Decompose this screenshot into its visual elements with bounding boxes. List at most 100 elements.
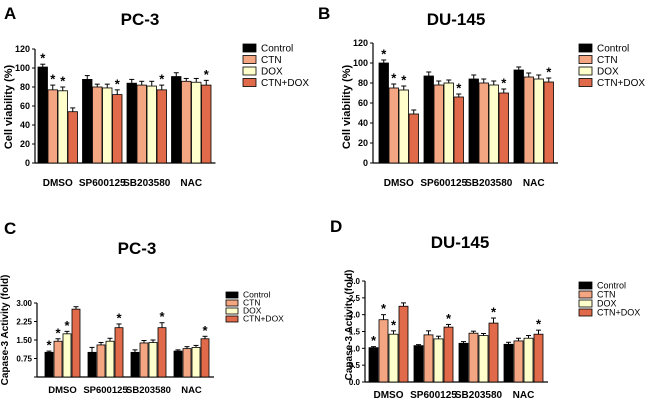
bar [533, 333, 544, 383]
bar [57, 90, 68, 164]
panel-letter: A [4, 4, 16, 23]
bar [533, 78, 544, 164]
x-tick-label: SP600125 [410, 390, 457, 401]
bar [478, 82, 489, 164]
legend-label: DOX [243, 306, 262, 316]
bar [443, 326, 454, 383]
bar [146, 85, 157, 164]
legend-label: CTN+DOX [261, 78, 309, 89]
significance-star: * [381, 301, 387, 316]
y-tick-label: 2.0 [349, 311, 361, 320]
chart-title: PC-3 [118, 239, 157, 258]
x-tick-label: SP600125 [79, 178, 126, 189]
legend-label: CTN [261, 55, 282, 66]
bar [47, 89, 58, 164]
significance-star: * [60, 74, 66, 89]
bar [378, 319, 389, 383]
y-tick-label: 80 [20, 82, 30, 92]
significance-star: * [204, 67, 210, 82]
x-tick-label: DMSO [48, 385, 77, 396]
legend-swatch [578, 55, 593, 64]
bar [82, 79, 93, 164]
bar [478, 335, 489, 383]
bar [191, 81, 202, 164]
significance-star: * [50, 72, 56, 87]
bar [201, 84, 212, 164]
significance-star: * [491, 305, 497, 320]
bar [453, 96, 464, 164]
legend-swatch [578, 78, 593, 87]
x-tick-label: SB203580 [465, 178, 513, 189]
bar [37, 66, 48, 164]
bar [62, 333, 72, 378]
bar [513, 69, 524, 164]
y-tick-label: 2.5 [349, 294, 361, 303]
chart-title: PC-3 [121, 10, 160, 29]
legend-label: Control [261, 44, 293, 55]
legend-label: CTN+DOX [597, 78, 645, 89]
significance-star: * [46, 338, 52, 353]
panel-letter: B [318, 4, 330, 23]
bar [200, 338, 210, 378]
bar [130, 351, 140, 378]
bar [488, 322, 499, 383]
bar [398, 305, 409, 383]
y-tick-label: 0.75 [16, 355, 32, 364]
bar [498, 92, 509, 164]
y-axis-label: Capase-3 Activity (fold) [0, 275, 11, 386]
bar [71, 308, 81, 378]
y-axis-label: Capase-3 Activity (fold) [344, 270, 355, 381]
legend-label: DOX [261, 67, 283, 78]
y-tick-label: 60 [20, 101, 30, 111]
bar [114, 327, 124, 378]
significance-star: * [546, 65, 552, 80]
bar [443, 82, 454, 164]
bar [513, 340, 524, 383]
bar [468, 78, 479, 164]
legend-label: CTN [597, 290, 616, 300]
bar [468, 332, 479, 383]
significance-star: * [501, 76, 507, 91]
bar [523, 76, 534, 164]
y-tick-label: 100 [353, 58, 368, 68]
legend-label: CTN [597, 55, 618, 66]
y-tick-label: 20 [20, 139, 30, 149]
bar [191, 346, 201, 378]
chart-title: DU-145 [431, 233, 490, 252]
significance-star: * [159, 72, 165, 87]
y-tick-label: 2.25 [16, 318, 32, 327]
bar [44, 351, 54, 378]
x-tick-label: SB203580 [455, 390, 503, 401]
x-tick-label: SP600125 [83, 385, 128, 396]
bar [126, 82, 137, 164]
panel-c: C PC-3 Capase-3 Activity (fold) 0.75 1.50… [0, 219, 284, 396]
x-tick-label: NAC [523, 178, 545, 189]
bar [148, 342, 158, 378]
bar [105, 340, 115, 378]
significance-star: * [116, 310, 122, 325]
bar [398, 89, 409, 164]
legend-swatch [578, 299, 593, 308]
bar [102, 87, 113, 164]
panel-d: D DU-145 Capase-3 Activity (fold) 0.0 0.5… [330, 217, 640, 401]
bar [433, 338, 444, 383]
significance-star: * [401, 73, 407, 88]
x-tick-label: SP600125 [420, 178, 467, 189]
plot-area: 0.751.502.253.00** *DMSO*SP600125*SB20358… [16, 290, 284, 397]
y-tick-label: 1.50 [16, 336, 32, 345]
x-tick-label: SB203580 [126, 385, 171, 396]
bar [181, 80, 192, 164]
significance-star: * [456, 81, 462, 96]
bar [112, 94, 123, 164]
significance-star: * [55, 325, 61, 340]
bar [378, 62, 389, 164]
y-tick-label: 3.00 [16, 299, 32, 308]
legend-swatch [225, 291, 239, 299]
x-tick-label: NAC [181, 385, 202, 396]
panel-letter: D [330, 217, 342, 236]
bar [423, 75, 434, 164]
legend-swatch [578, 281, 593, 290]
legend-label: CTN+DOX [597, 308, 640, 318]
bar [157, 327, 167, 378]
plot-area: 0 20 40 60 80 100 120 * * * DMSO * SP600125 * SB203580… [353, 38, 645, 189]
